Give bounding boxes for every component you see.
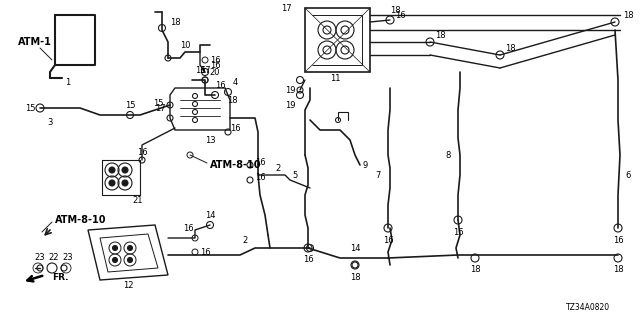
Text: 23: 23 <box>35 253 45 262</box>
Text: 4: 4 <box>232 77 237 86</box>
Text: 16: 16 <box>210 55 220 65</box>
Text: 7: 7 <box>375 171 381 180</box>
Text: 16: 16 <box>230 124 240 132</box>
Text: 14: 14 <box>349 244 360 252</box>
Text: 22: 22 <box>49 253 60 262</box>
Text: 17: 17 <box>155 103 165 113</box>
Text: 5: 5 <box>292 171 298 180</box>
Text: 16: 16 <box>182 223 193 233</box>
Text: 20: 20 <box>210 68 220 76</box>
Text: 15: 15 <box>25 103 35 113</box>
Text: 16: 16 <box>612 236 623 244</box>
Text: 17: 17 <box>200 66 211 75</box>
Text: 16: 16 <box>383 236 394 244</box>
Text: 16: 16 <box>255 157 266 166</box>
Text: 6: 6 <box>625 171 630 180</box>
Text: 8: 8 <box>445 150 451 159</box>
Text: 2: 2 <box>275 164 280 172</box>
Text: 16: 16 <box>255 172 266 181</box>
Text: 13: 13 <box>205 135 215 145</box>
Circle shape <box>113 245 118 251</box>
Text: 18: 18 <box>390 5 401 14</box>
Text: 18: 18 <box>227 95 237 105</box>
Circle shape <box>127 258 132 262</box>
Text: 19: 19 <box>285 100 295 109</box>
Text: 16: 16 <box>303 255 314 265</box>
Text: 16: 16 <box>395 11 405 20</box>
Text: 16: 16 <box>210 60 220 69</box>
Text: 14: 14 <box>205 211 215 220</box>
Text: ATM-8-10: ATM-8-10 <box>55 215 106 225</box>
Text: 12: 12 <box>123 281 133 290</box>
Text: ATM-8-10: ATM-8-10 <box>210 160 262 170</box>
Text: 18: 18 <box>612 266 623 275</box>
Text: TZ34A0820: TZ34A0820 <box>566 303 610 312</box>
Text: 16: 16 <box>200 247 211 257</box>
Text: 18: 18 <box>623 11 634 20</box>
Circle shape <box>122 167 128 173</box>
Text: 19: 19 <box>285 85 295 94</box>
Text: 15: 15 <box>153 99 163 108</box>
Circle shape <box>113 258 118 262</box>
Text: 11: 11 <box>330 74 340 83</box>
Circle shape <box>109 180 115 186</box>
Text: 9: 9 <box>362 161 367 170</box>
Text: 23: 23 <box>63 253 74 262</box>
Text: FR.: FR. <box>52 274 68 283</box>
Text: 18: 18 <box>170 18 180 27</box>
Text: 16: 16 <box>137 148 147 156</box>
Text: 16: 16 <box>214 81 225 90</box>
Text: 18: 18 <box>505 44 515 52</box>
Text: 16: 16 <box>195 66 205 75</box>
Text: 1: 1 <box>65 77 70 86</box>
Text: 18: 18 <box>470 266 480 275</box>
Text: 2: 2 <box>243 236 248 244</box>
Circle shape <box>127 245 132 251</box>
Text: 15: 15 <box>125 100 135 109</box>
Text: 21: 21 <box>132 196 143 204</box>
Text: 10: 10 <box>180 41 190 50</box>
Text: 3: 3 <box>47 117 52 126</box>
Text: 17: 17 <box>281 4 291 12</box>
Text: 18: 18 <box>349 274 360 283</box>
Text: ATM-1: ATM-1 <box>18 37 52 47</box>
Circle shape <box>109 167 115 173</box>
Circle shape <box>122 180 128 186</box>
Text: 16: 16 <box>452 228 463 236</box>
Text: 18: 18 <box>435 30 445 39</box>
